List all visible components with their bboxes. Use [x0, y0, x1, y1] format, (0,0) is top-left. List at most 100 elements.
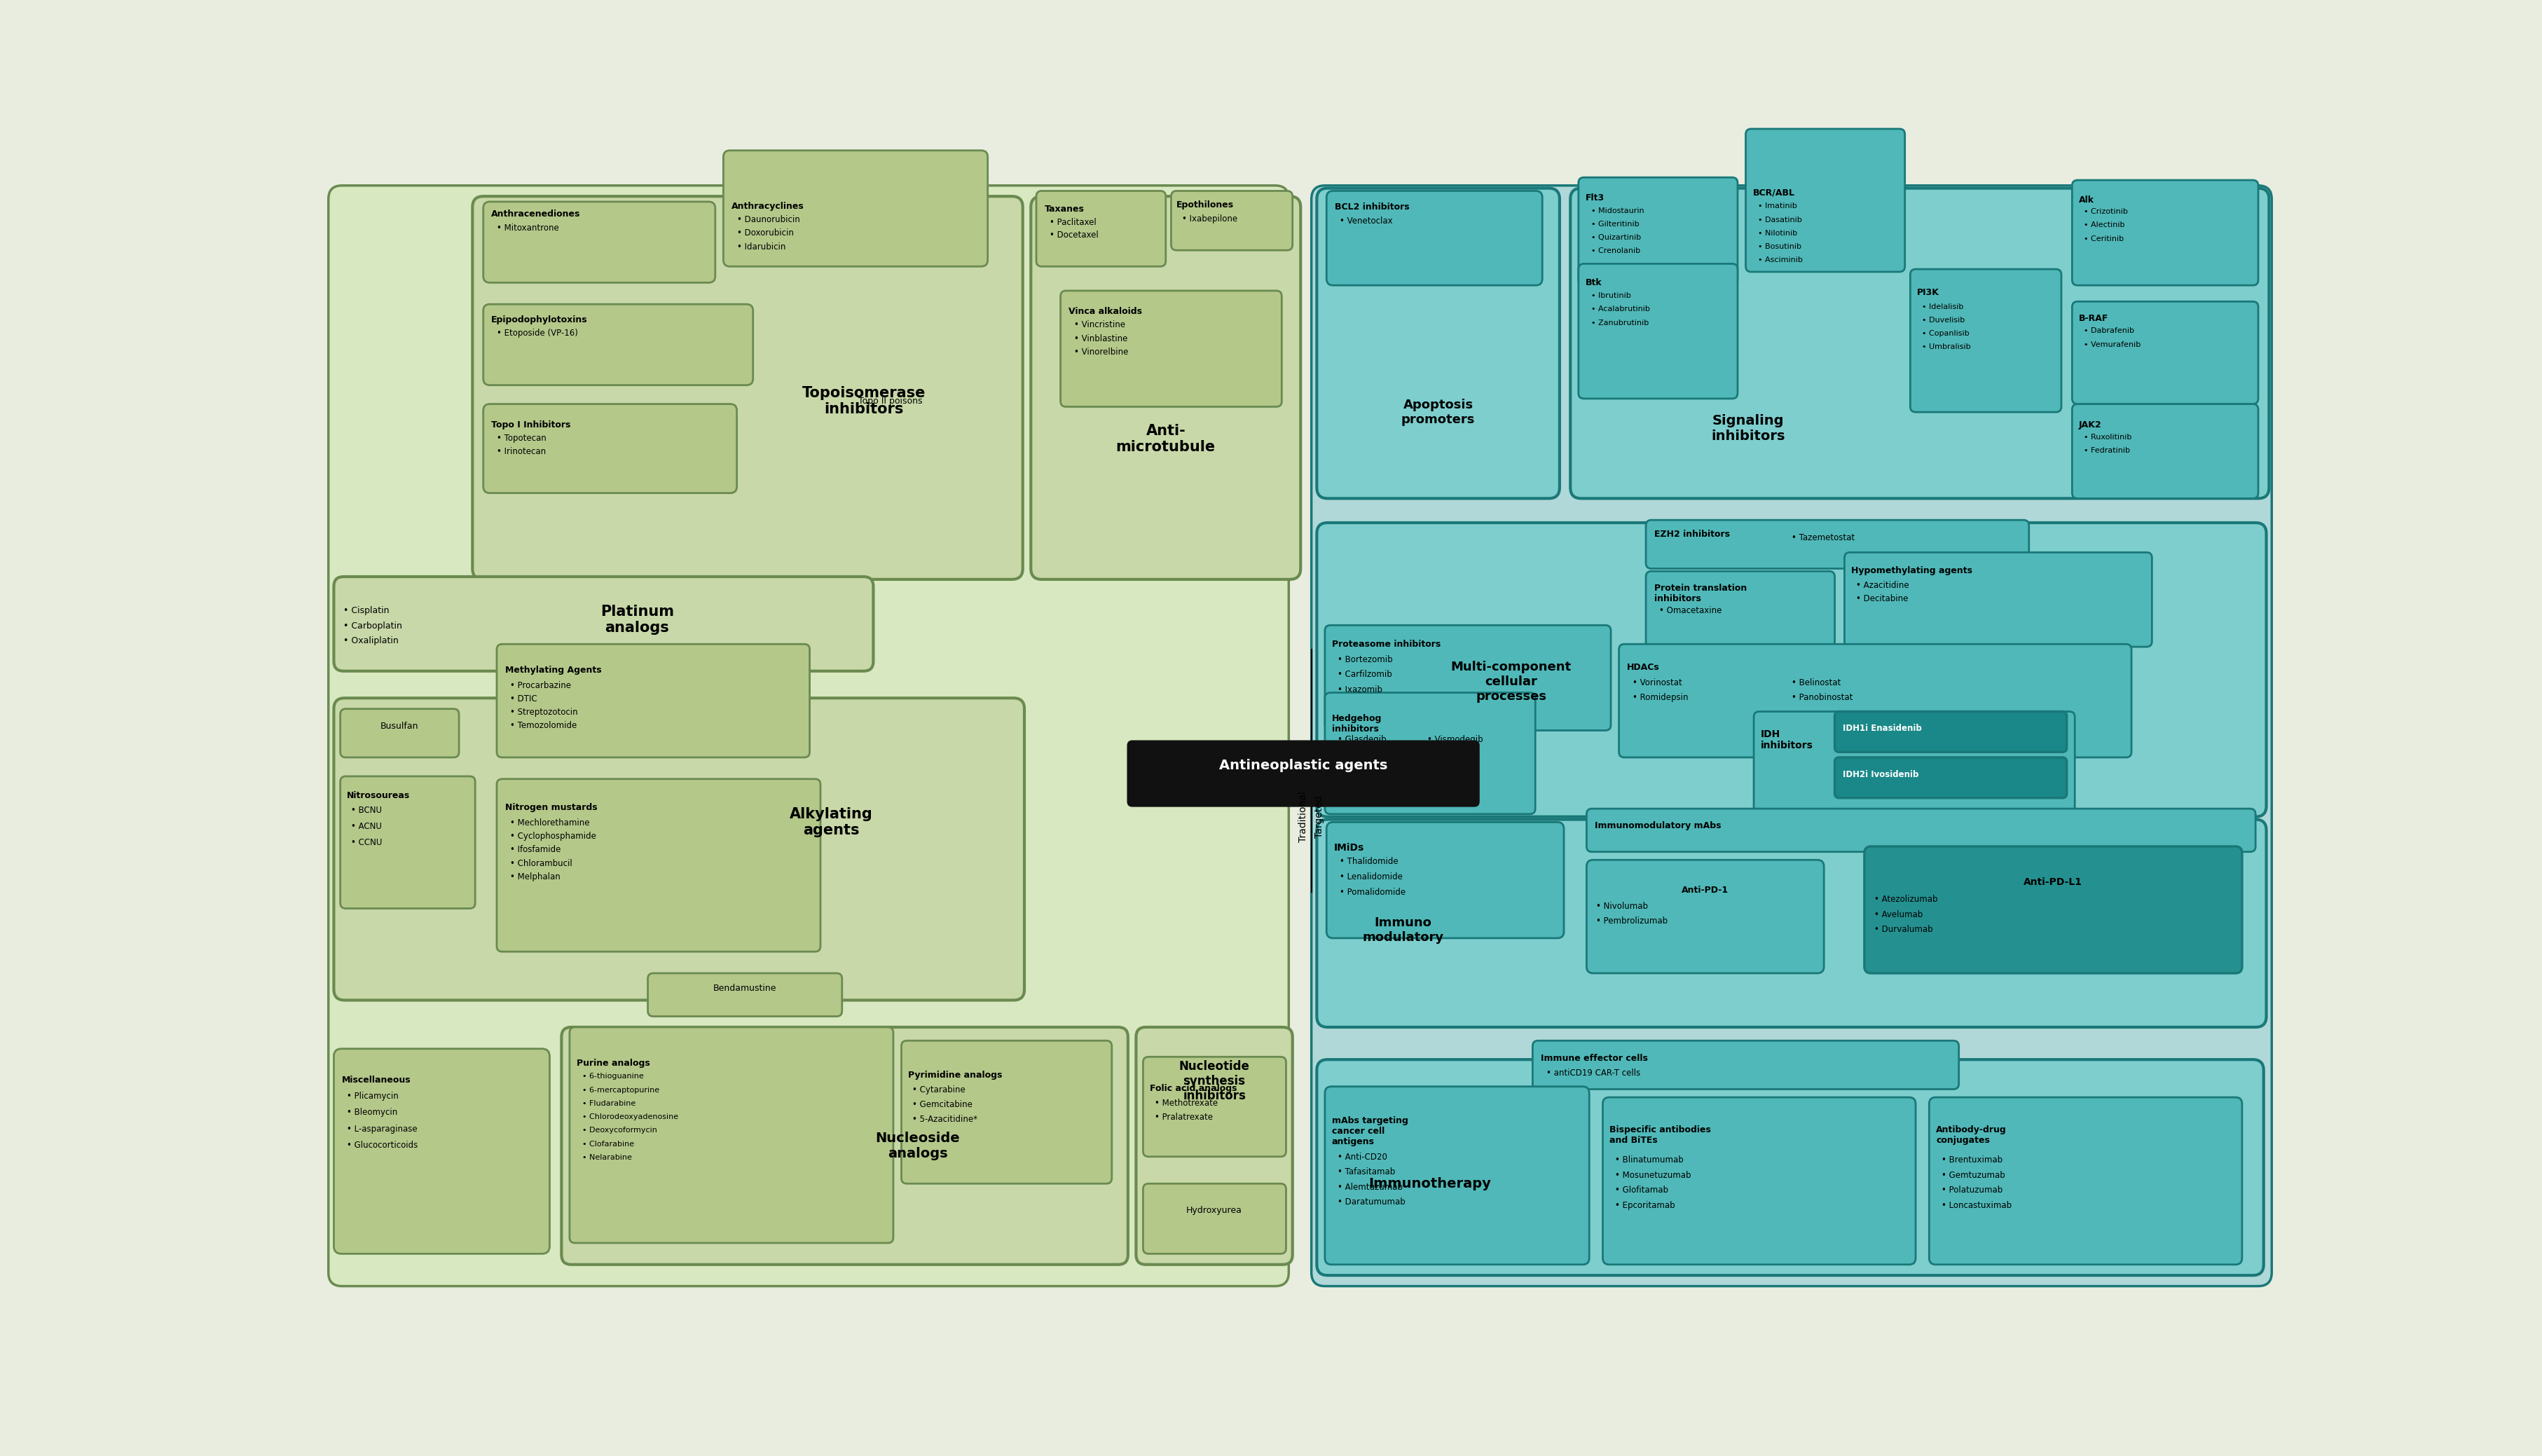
Text: • Topotecan: • Topotecan	[496, 434, 547, 443]
Text: • Acalabrutinib: • Acalabrutinib	[1591, 306, 1650, 313]
FancyBboxPatch shape	[328, 185, 1289, 1286]
Text: Antibody-drug
conjugates: Antibody-drug conjugates	[1937, 1125, 2006, 1144]
FancyBboxPatch shape	[1835, 757, 2067, 798]
FancyBboxPatch shape	[1645, 520, 2029, 569]
Text: • Romidepsin: • Romidepsin	[1632, 693, 1688, 702]
FancyBboxPatch shape	[341, 709, 460, 757]
FancyBboxPatch shape	[562, 1026, 1129, 1265]
FancyBboxPatch shape	[1586, 808, 2255, 852]
Text: • Epcoritamab: • Epcoritamab	[1614, 1201, 1675, 1210]
FancyBboxPatch shape	[1586, 860, 1825, 973]
Text: • Streptozotocin: • Streptozotocin	[511, 708, 577, 716]
Text: • Idelalisib: • Idelalisib	[1922, 303, 1965, 310]
Text: Folic acid analogs: Folic acid analogs	[1149, 1083, 1238, 1093]
Text: • Lenalidomide: • Lenalidomide	[1340, 872, 1403, 881]
Text: Miscellaneous: Miscellaneous	[343, 1076, 412, 1085]
FancyBboxPatch shape	[1746, 130, 1904, 272]
FancyBboxPatch shape	[496, 779, 821, 952]
Text: • Oxaliplatin: • Oxaliplatin	[343, 636, 399, 645]
FancyBboxPatch shape	[724, 150, 989, 266]
Text: • Sonedegib: • Sonedegib	[1429, 750, 1479, 759]
Text: • Temozolomide: • Temozolomide	[511, 721, 577, 731]
Text: IDH2i Ivosidenib: IDH2i Ivosidenib	[1843, 770, 1919, 779]
Text: • Vinorelbine: • Vinorelbine	[1075, 348, 1129, 357]
FancyBboxPatch shape	[1327, 191, 1543, 285]
FancyBboxPatch shape	[1645, 571, 1835, 660]
Text: • Vorinostat: • Vorinostat	[1632, 678, 1683, 687]
Text: Proteasome inhibitors: Proteasome inhibitors	[1332, 639, 1441, 649]
Text: • Tafasitamab: • Tafasitamab	[1337, 1168, 1396, 1176]
Text: • Bleomycin: • Bleomycin	[346, 1108, 397, 1117]
Text: Hydroxyurea: Hydroxyurea	[1187, 1206, 1243, 1216]
Text: BCL2 inhibitors: BCL2 inhibitors	[1335, 202, 1408, 213]
FancyBboxPatch shape	[1327, 823, 1563, 938]
Text: • Gemcitabine: • Gemcitabine	[913, 1099, 974, 1109]
Text: • Polatuzumab: • Polatuzumab	[1942, 1185, 2003, 1195]
FancyBboxPatch shape	[333, 697, 1024, 1000]
Text: Vinca alkaloids: Vinca alkaloids	[1068, 307, 1141, 316]
Text: • Chlorodeoxyadenosine: • Chlorodeoxyadenosine	[582, 1114, 679, 1121]
Text: • Clofarabine: • Clofarabine	[582, 1140, 633, 1147]
FancyBboxPatch shape	[2072, 403, 2257, 498]
Text: • Methotrexate: • Methotrexate	[1154, 1098, 1218, 1108]
FancyBboxPatch shape	[1571, 188, 2270, 498]
Text: • Vemurafenib: • Vemurafenib	[2084, 341, 2140, 348]
Text: • Nivolumab: • Nivolumab	[1596, 901, 1647, 911]
Text: • Zanubrutinib: • Zanubrutinib	[1591, 319, 1650, 326]
Text: • Ibrutinib: • Ibrutinib	[1591, 293, 1629, 300]
Text: Anthracenediones: Anthracenediones	[491, 210, 580, 218]
Text: • Alemtuzumab: • Alemtuzumab	[1337, 1182, 1403, 1191]
Text: Flt3: Flt3	[1586, 194, 1604, 202]
Text: • Procarbazine: • Procarbazine	[511, 681, 572, 690]
Text: • Omacetaxine: • Omacetaxine	[1660, 606, 1721, 616]
Text: Nucleoside
analogs: Nucleoside analogs	[874, 1131, 961, 1160]
Text: Taxanes: Taxanes	[1045, 204, 1085, 214]
Text: • Vinblastine: • Vinblastine	[1075, 333, 1129, 344]
Text: • Daratumumab: • Daratumumab	[1337, 1198, 1406, 1207]
FancyBboxPatch shape	[483, 202, 714, 282]
Text: BCR/ABL: BCR/ABL	[1754, 188, 1795, 198]
Text: • Durvalumab: • Durvalumab	[1873, 925, 1932, 933]
Text: Traditional: Traditional	[1299, 791, 1309, 842]
Text: • Dasatinib: • Dasatinib	[1759, 217, 1802, 223]
FancyBboxPatch shape	[1579, 178, 1739, 285]
Text: Platinum
analogs: Platinum analogs	[600, 604, 674, 635]
Text: • Plicamycin: • Plicamycin	[346, 1092, 399, 1101]
FancyBboxPatch shape	[1604, 1098, 1917, 1265]
FancyBboxPatch shape	[1317, 188, 1561, 498]
Text: PI3K: PI3K	[1917, 288, 1940, 297]
Text: Bendamustine: Bendamustine	[714, 984, 778, 993]
FancyBboxPatch shape	[1312, 185, 2273, 1286]
Text: • Idarubicin: • Idarubicin	[737, 242, 785, 252]
Text: Anti-PD-L1: Anti-PD-L1	[2023, 877, 2082, 887]
Text: • Ixabepilone: • Ixabepilone	[1182, 214, 1238, 223]
Text: • Cytarabine: • Cytarabine	[913, 1085, 966, 1095]
Text: B-RAF: B-RAF	[2079, 314, 2107, 323]
Text: Topoisomerase
inhibitors: Topoisomerase inhibitors	[801, 386, 925, 416]
Text: • L-asparaginase: • L-asparaginase	[346, 1124, 417, 1133]
FancyBboxPatch shape	[496, 644, 811, 757]
Text: Bispecific antibodies
and BiTEs: Bispecific antibodies and BiTEs	[1609, 1125, 1711, 1144]
Text: Anti-
microtubule: Anti- microtubule	[1116, 424, 1215, 454]
Text: • Deoxycoformycin: • Deoxycoformycin	[582, 1127, 656, 1134]
Text: • Carfilzomib: • Carfilzomib	[1337, 670, 1393, 678]
FancyBboxPatch shape	[1317, 1060, 2262, 1275]
Text: • Brentuximab: • Brentuximab	[1942, 1156, 2003, 1165]
Text: • Vincristine: • Vincristine	[1075, 320, 1126, 329]
FancyBboxPatch shape	[333, 577, 874, 671]
Text: • Mosunetuzumab: • Mosunetuzumab	[1614, 1171, 1690, 1179]
Text: • Nelarabine: • Nelarabine	[582, 1155, 630, 1160]
FancyBboxPatch shape	[1533, 1041, 1960, 1089]
FancyBboxPatch shape	[1136, 1026, 1291, 1265]
Text: • Imatinib: • Imatinib	[1759, 202, 1797, 210]
Text: • Belinostat: • Belinostat	[1792, 678, 1840, 687]
Text: • 6-mercaptopurine: • 6-mercaptopurine	[582, 1086, 658, 1093]
Text: Epipodophylotoxins: Epipodophylotoxins	[491, 314, 587, 325]
Text: • Pembrolizumab: • Pembrolizumab	[1596, 917, 1668, 926]
FancyBboxPatch shape	[1579, 264, 1739, 399]
Text: • Venetoclax: • Venetoclax	[1340, 217, 1393, 226]
Text: • Quizartinib: • Quizartinib	[1591, 234, 1640, 242]
Text: Anthracyclines: Anthracyclines	[732, 202, 803, 211]
FancyBboxPatch shape	[1863, 846, 2242, 973]
FancyBboxPatch shape	[483, 304, 752, 386]
